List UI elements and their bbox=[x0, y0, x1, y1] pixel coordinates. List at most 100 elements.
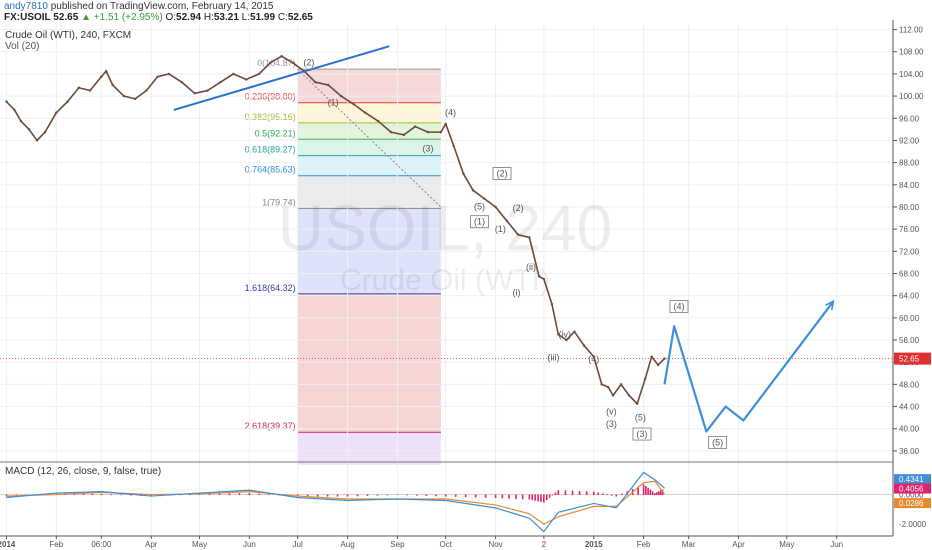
price-point bbox=[537, 275, 541, 278]
x-tick-label: Feb bbox=[637, 540, 651, 549]
macd-histogram-bar bbox=[386, 494, 389, 496]
publish-info: andy7810 published on TradingView.com, F… bbox=[4, 1, 273, 13]
price-point bbox=[232, 72, 235, 76]
macd-histogram-bar bbox=[540, 494, 542, 502]
price-point bbox=[219, 81, 222, 84]
watermark-name: Crude Oil (WTI) bbox=[340, 264, 550, 297]
author-link[interactable]: andy7810 bbox=[4, 1, 48, 12]
drawings[interactable] bbox=[0, 45, 893, 433]
price-point bbox=[352, 103, 356, 106]
price-point bbox=[314, 81, 317, 84]
macd-histogram-bar bbox=[543, 494, 545, 503]
macd-histogram-bar bbox=[346, 494, 349, 497]
macd-histogram-bar bbox=[238, 493, 241, 496]
macd-histogram-bar bbox=[484, 494, 487, 498]
close-value: 52.65 bbox=[287, 12, 313, 23]
price-point bbox=[66, 100, 69, 103]
macd-histogram-bar bbox=[615, 494, 618, 497]
wave-label: (v) bbox=[606, 406, 617, 416]
macd-histogram-bar bbox=[647, 487, 649, 496]
price-point bbox=[505, 219, 509, 223]
y-tick-label: 48.00 bbox=[899, 380, 920, 389]
wave-label: (3) bbox=[422, 144, 433, 154]
price-point bbox=[402, 133, 406, 137]
price-point bbox=[280, 54, 283, 58]
price-point bbox=[619, 383, 623, 386]
last-price-marker bbox=[894, 352, 931, 365]
macd-histogram-bar bbox=[592, 491, 595, 496]
macd-histogram-bar bbox=[435, 494, 437, 497]
y-tick-label: 56.00 bbox=[899, 336, 920, 345]
macd-histogram-bar bbox=[444, 494, 447, 497]
fib-band bbox=[297, 139, 441, 156]
fib-band bbox=[297, 432, 441, 465]
fib-level-label: 0.618(89.27) bbox=[245, 145, 296, 155]
y-tick-label: 112.00 bbox=[899, 26, 923, 35]
macd-histogram-bar bbox=[548, 494, 551, 498]
macd-histogram-bar bbox=[585, 491, 588, 496]
price-point bbox=[471, 189, 475, 192]
macd-histogram-bar bbox=[189, 494, 191, 496]
price-point bbox=[528, 236, 531, 239]
macd-histogram-bar bbox=[258, 493, 260, 496]
price-point bbox=[156, 75, 159, 78]
fib-level-label: 0.764(85.63) bbox=[245, 165, 296, 175]
macd-histogram-bar bbox=[659, 490, 662, 496]
trendline bbox=[173, 45, 390, 111]
x-tick-label: Oct bbox=[439, 540, 452, 549]
price-point bbox=[269, 61, 272, 65]
macd-histogram-bar bbox=[82, 493, 85, 496]
fib-level-label: 0.382(95.16) bbox=[245, 112, 296, 122]
fib-band bbox=[297, 175, 441, 209]
last-price-label: 52.65 bbox=[899, 355, 920, 364]
quote-line: FX:USOIL 52.65 ▲ +1.51 (+2.95%) O:52.94 … bbox=[4, 12, 313, 24]
x-tick-label: 2 bbox=[542, 540, 547, 549]
wave-label: (i) bbox=[512, 288, 520, 298]
macd-histogram-bar bbox=[130, 494, 133, 496]
macd-histogram-bar bbox=[336, 494, 339, 497]
wave-label: (5) bbox=[635, 412, 646, 422]
price-point bbox=[167, 72, 171, 76]
macd-histogram-bar bbox=[571, 490, 574, 496]
x-tick-label: Jun bbox=[243, 540, 256, 549]
price-point bbox=[413, 125, 417, 128]
fib-band bbox=[297, 293, 441, 433]
macd-histogram-bar bbox=[528, 494, 531, 500]
y-tick-label: 92.00 bbox=[899, 136, 920, 145]
macd-histogram-bar bbox=[531, 494, 534, 501]
price-point bbox=[27, 128, 31, 131]
wave-label: (iii) bbox=[547, 353, 559, 363]
price-point bbox=[600, 383, 603, 386]
macd-histogram-bar bbox=[179, 494, 182, 496]
price-point bbox=[133, 97, 137, 101]
x-tick-label: May bbox=[779, 540, 794, 549]
symbol: FX:USOIL bbox=[4, 12, 51, 23]
price-point bbox=[376, 119, 380, 123]
low-label: L: bbox=[241, 12, 251, 23]
price-point bbox=[88, 89, 92, 92]
high-value: 53.21 bbox=[213, 12, 239, 23]
y-tick-label: 44.00 bbox=[899, 403, 920, 412]
wave-labels: (2) (1) (3) (4) (5) (1) (2) (1) (2) (ii) (i) (iv) (i… bbox=[303, 58, 728, 449]
price-point bbox=[389, 130, 393, 134]
main-pane-title: Crude Oil (WTI), 240, FXCM bbox=[5, 30, 132, 41]
macd-histogram-bar bbox=[637, 486, 639, 496]
macd-histogram-bar bbox=[537, 494, 539, 502]
fibonacci-retracement[interactable]: 0(104.87) 0.236(98.80) 0.382(95.16) 0.5(92.… bbox=[245, 58, 441, 465]
price-point bbox=[339, 94, 343, 98]
macd-histogram-bar bbox=[326, 494, 329, 497]
macd-histogram-bar bbox=[228, 493, 231, 496]
macd-histogram-bar bbox=[554, 492, 557, 496]
fib-level-label: 0.236(98.80) bbox=[245, 92, 296, 102]
y-tick-label: 40.00 bbox=[899, 425, 920, 434]
x-tick-label: Nov bbox=[488, 540, 502, 549]
y-tick-label: 36.00 bbox=[899, 447, 920, 456]
published-text: published on TradingView.com, February 1… bbox=[50, 1, 274, 12]
macd-histogram-bar bbox=[267, 494, 270, 496]
price-point bbox=[327, 83, 330, 87]
macd-histogram-bar bbox=[100, 493, 103, 496]
price-point bbox=[516, 233, 520, 236]
macd-histogram-bar bbox=[521, 494, 524, 500]
